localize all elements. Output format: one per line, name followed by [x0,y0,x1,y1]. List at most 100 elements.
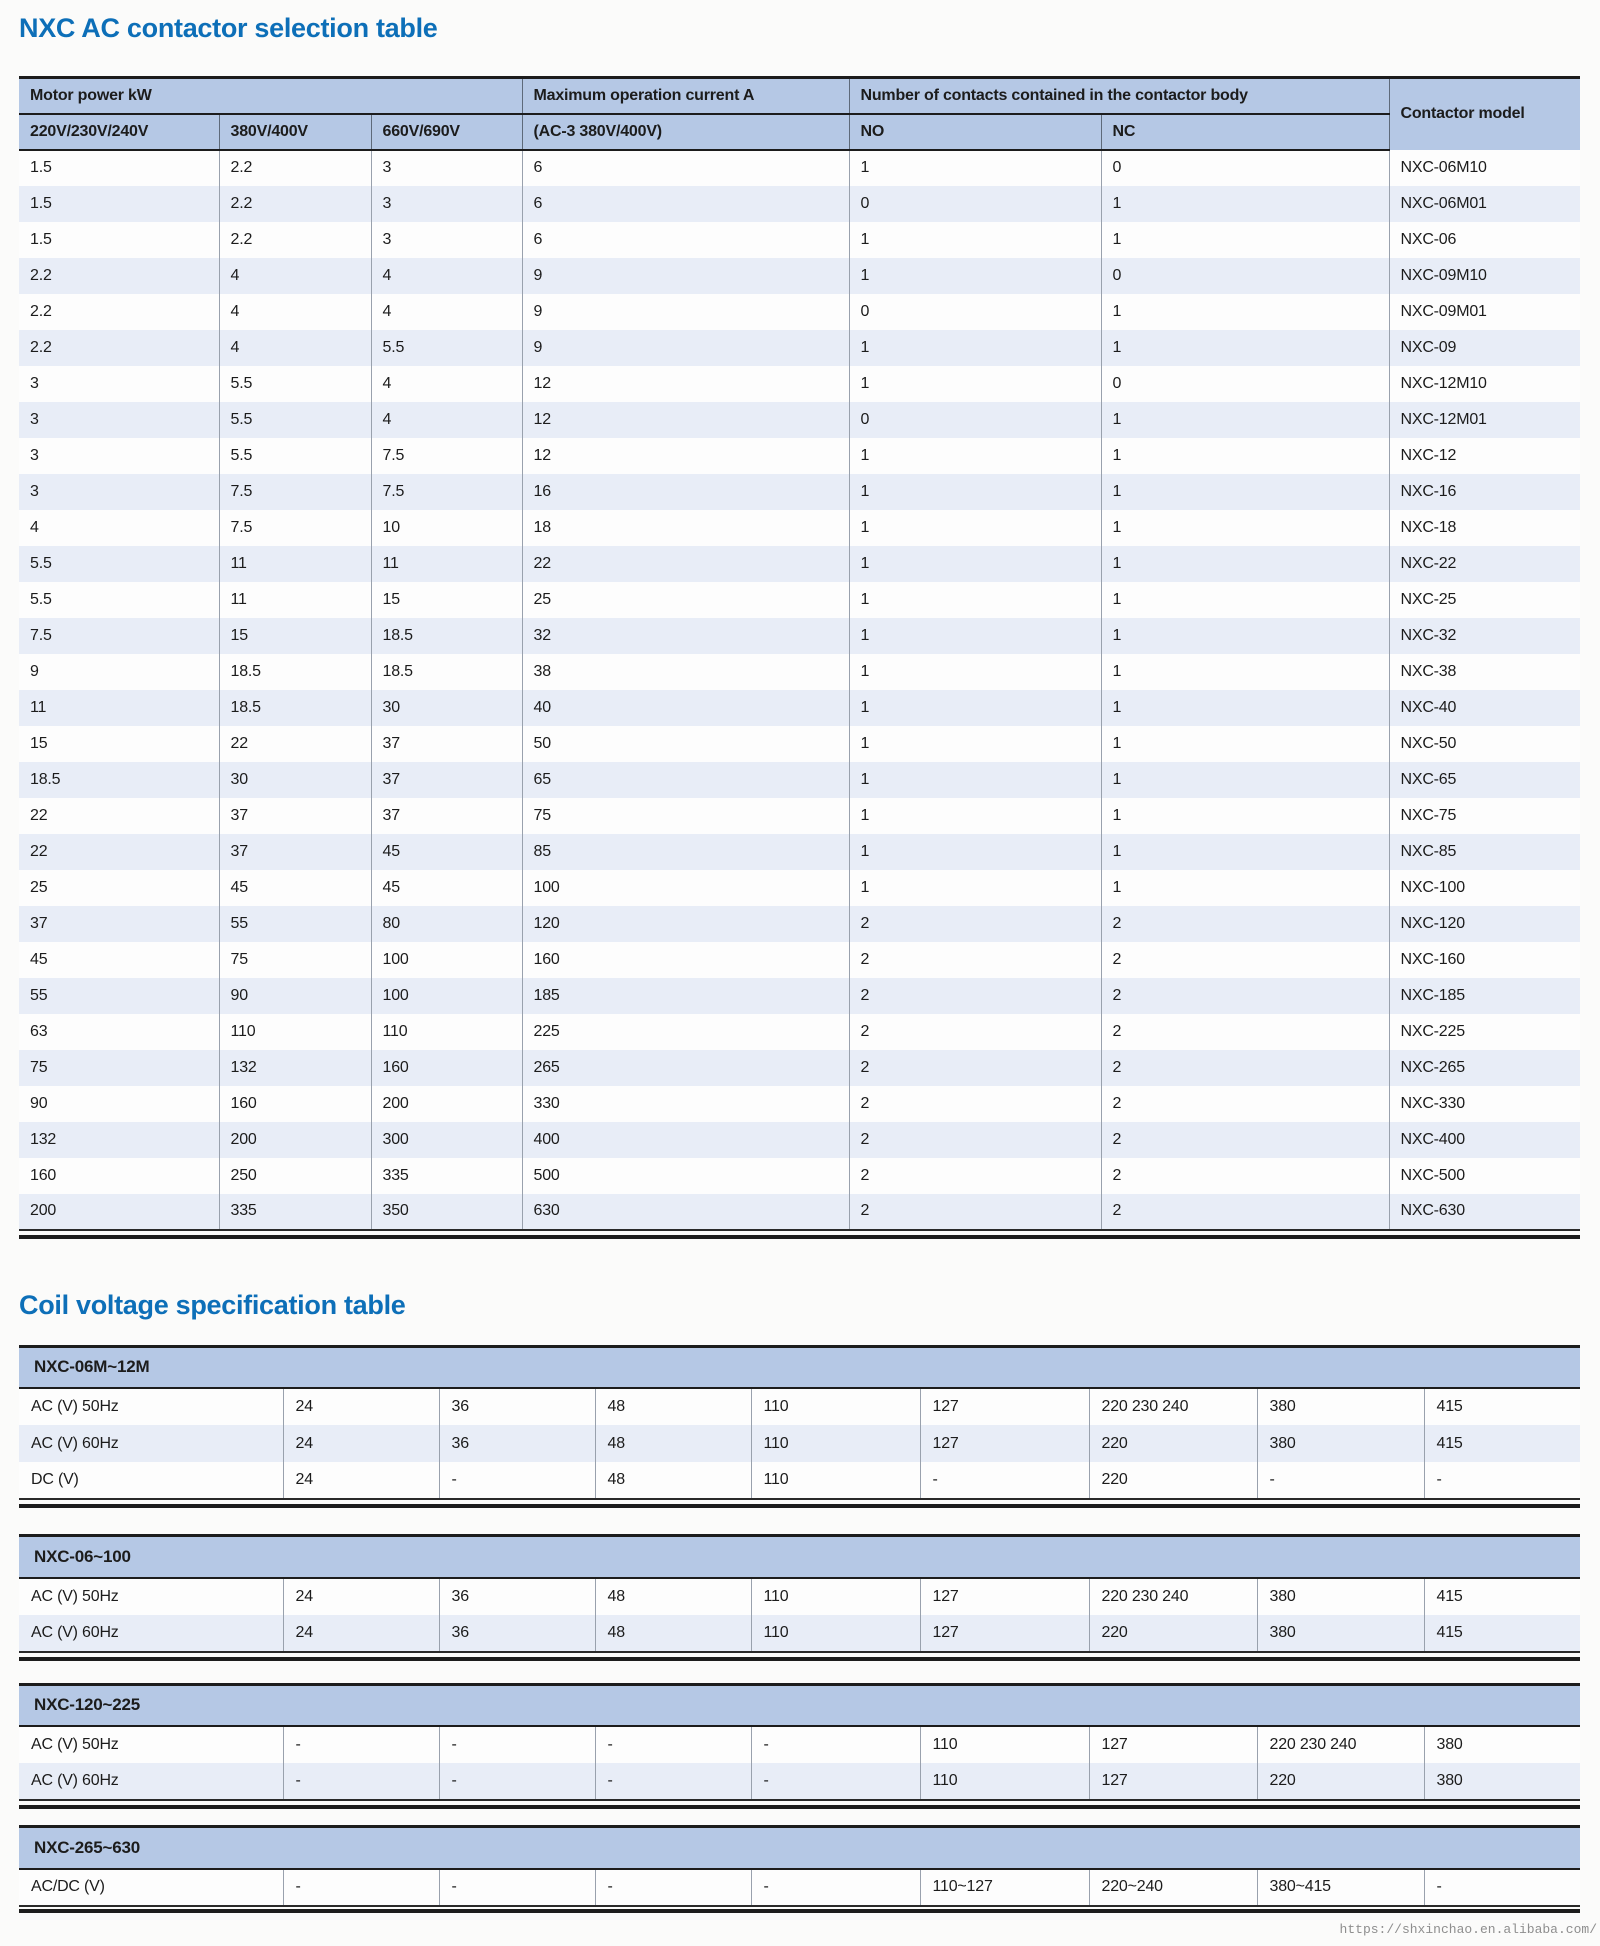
value-cell: 330 [521,1085,849,1122]
header-max-current: Maximum operation current A [521,77,849,115]
voltage-type-label: AC (V) 50Hz [19,1577,283,1615]
table-row: AC (V) 60Hz 24 36 48 110 127 220 380 415 [19,1614,1581,1652]
value-cell: 40 [521,689,849,726]
table-row: 5.5 11 11 22 1 1 NXC-22 [19,545,1580,582]
value-cell: 18.5 [370,653,522,690]
table-row: 2.2 4 4 9 1 0 NXC-09M10 [19,257,1580,294]
voltage-value-cell: - [1423,1462,1581,1499]
value-cell: 1 [1100,329,1389,366]
coil-table-header-row: NXC-06M~12M [19,1346,1581,1389]
table-row: 5.5 11 15 25 1 1 NXC-25 [19,581,1580,618]
value-cell: 1 [1100,293,1389,330]
value-cell: 1 [1100,581,1389,618]
table-row: 45 75 100 160 2 2 NXC-160 [19,941,1580,978]
value-cell: 3 [19,473,219,510]
value-cell: 1 [848,869,1101,906]
header-220v: 220V/230V/240V [19,113,219,151]
value-cell: 25 [19,869,219,906]
contactor-model-cell: NXC-120 [1388,905,1580,942]
coil-table-body: AC (V) 50Hz 24 36 48 110 127 220 230 240 380 415… [19,1388,1581,1499]
table-bottom-rule [19,1234,1580,1239]
value-cell: 4 [218,329,371,366]
contactor-model-cell: NXC-38 [1388,653,1580,690]
value-cell: 6 [521,185,849,222]
voltage-value-cell: 48 [594,1388,751,1425]
value-cell: 100 [370,977,522,1014]
value-cell: 160 [521,941,849,978]
contactor-model-cell: NXC-100 [1388,869,1580,906]
value-cell: 45 [370,869,522,906]
value-cell: 10 [370,509,522,546]
value-cell: 100 [370,941,522,978]
voltage-value-cell: - [438,1726,595,1763]
value-cell: 1 [1100,545,1389,582]
voltage-value-cell: 24 [282,1614,439,1652]
voltage-type-label: AC (V) 60Hz [19,1763,283,1800]
value-cell: 0 [1100,365,1389,402]
value-cell: 18.5 [370,617,522,654]
voltage-type-label: AC (V) 50Hz [19,1726,283,1763]
value-cell: 1 [848,797,1101,834]
contactor-model-cell: NXC-12M01 [1388,401,1580,438]
value-cell: 15 [19,725,219,762]
value-cell: 2 [1100,1013,1389,1050]
coil-table-model-range: NXC-120~225 [19,1684,1581,1727]
value-cell: 160 [370,1049,522,1086]
table-row: 200 335 350 630 2 2 NXC-630 [19,1193,1580,1230]
contactor-model-cell: NXC-22 [1388,545,1580,582]
value-cell: 11 [19,689,219,726]
value-cell: 4 [370,293,522,330]
value-cell: 2.2 [218,221,371,258]
value-cell: 12 [521,437,849,474]
value-cell: 1 [848,149,1101,186]
voltage-value-cell: 220 230 240 [1088,1577,1257,1615]
value-cell: 350 [370,1193,522,1230]
voltage-value-cell: 380 [1423,1726,1581,1763]
value-cell: 50 [521,725,849,762]
value-cell: 37 [218,797,371,834]
value-cell: 1 [1100,653,1389,690]
table-row: 90 160 200 330 2 2 NXC-330 [19,1085,1580,1122]
value-cell: 18.5 [218,653,371,690]
value-cell: 65 [521,761,849,798]
voltage-value-cell: - [282,1868,439,1906]
table-row: 22 37 45 85 1 1 NXC-85 [19,833,1580,870]
value-cell: 2 [848,1085,1101,1122]
value-cell: 38 [521,653,849,690]
voltage-value-cell: 48 [594,1614,751,1652]
value-cell: 1 [848,257,1101,294]
value-cell: 5.5 [370,329,522,366]
value-cell: 2.2 [218,149,371,186]
value-cell: 75 [19,1049,219,1086]
table-row: 9 18.5 18.5 38 1 1 NXC-38 [19,653,1580,690]
voltage-value-cell: 380 [1256,1425,1424,1462]
value-cell: 1 [1100,725,1389,762]
value-cell: 3 [370,185,522,222]
value-cell: 6 [521,221,849,258]
value-cell: 75 [218,941,371,978]
contactor-model-cell: NXC-630 [1388,1193,1580,1230]
value-cell: 1 [1100,401,1389,438]
table-bottom-rule [19,1656,1580,1661]
voltage-value-cell: 36 [438,1577,595,1615]
value-cell: 3 [19,437,219,474]
voltage-value-cell: - [919,1462,1089,1499]
value-cell: 7.5 [19,617,219,654]
contactor-model-cell: NXC-06 [1388,221,1580,258]
value-cell: 30 [218,761,371,798]
value-cell: 1 [848,365,1101,402]
watermark-url: https://shxinchao.en.alibaba.com/ [1339,1922,1597,1937]
voltage-value-cell: 127 [919,1425,1089,1462]
voltage-value-cell: 220 [1256,1763,1424,1800]
contactor-model-cell: NXC-225 [1388,1013,1580,1050]
voltage-value-cell: 127 [1088,1726,1257,1763]
value-cell: 3 [19,401,219,438]
value-cell: 1.5 [19,149,219,186]
coil-table-model-range: NXC-06~100 [19,1535,1581,1579]
sub-header-row: 220V/230V/240V 380V/400V 660V/690V (AC-3… [19,113,1580,151]
value-cell: 5.5 [19,581,219,618]
voltage-value-cell: - [1256,1462,1424,1499]
value-cell: 1 [1100,617,1389,654]
value-cell: 75 [521,797,849,834]
voltage-value-cell: 380 [1423,1763,1581,1800]
